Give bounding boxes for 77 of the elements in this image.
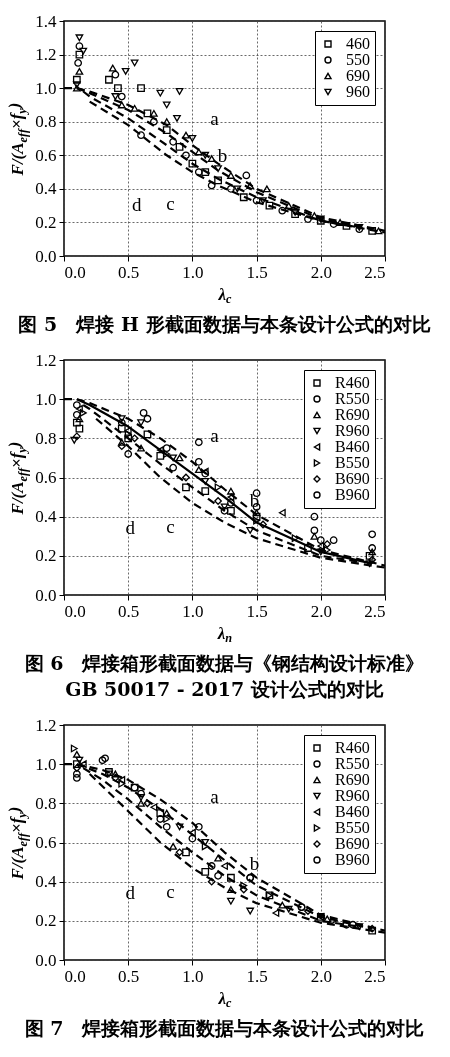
y-tick-label: 0.0 <box>35 950 57 970</box>
annotation: d <box>125 516 136 538</box>
x-tick-label: 0.0 <box>64 262 86 282</box>
x-tick-label: 2.5 <box>364 601 386 621</box>
text: 图 7 焊接箱形截面数据与本条设计公式的对比 <box>24 1017 425 1039</box>
legend-label: R960 <box>335 787 370 804</box>
x-tick-label: 2.0 <box>310 966 332 986</box>
y-tick-label: 0.8 <box>35 428 57 448</box>
y-tick-label: 1.0 <box>35 754 57 774</box>
y-tick-label: 0.4 <box>35 179 57 199</box>
y-tick-label: 0.8 <box>35 112 57 132</box>
legend-label: B550 <box>335 819 370 836</box>
legend-label: R960 <box>335 422 370 439</box>
legend-label: 960 <box>346 83 370 100</box>
legend-label: R550 <box>335 755 370 772</box>
legend-label: B690 <box>335 835 370 852</box>
y-tick-label: 0.4 <box>35 872 57 892</box>
annotation: c <box>166 192 175 214</box>
x-tick-label: 1.5 <box>246 966 268 986</box>
y-tick-label: 0.6 <box>35 145 57 165</box>
x-tick-label: 2.5 <box>364 966 386 986</box>
y-tick-label: 1.2 <box>35 350 57 370</box>
annotation: c <box>166 516 175 538</box>
text: 图 5 焊接 H 形截面数据与本条设计公式的对比 <box>18 313 431 335</box>
annotation: a <box>210 424 220 446</box>
legend-label: B960 <box>335 851 370 868</box>
legend-label: R690 <box>335 406 370 423</box>
y-tick-label: 0.2 <box>35 546 57 566</box>
x-tick-label: 1.5 <box>246 601 268 621</box>
x-axis-title: λ$_{c}$ <box>217 988 233 1011</box>
annotation: b <box>249 853 260 875</box>
x-tick-label: 0.5 <box>118 262 140 282</box>
annotation: c <box>166 881 175 903</box>
x-tick-label: 0.0 <box>64 966 86 986</box>
x-tick-label: 1.0 <box>182 601 204 621</box>
legend-label: R460 <box>335 374 370 391</box>
y-tick-label: 0.8 <box>35 793 57 813</box>
x-tick-label: 2.0 <box>310 262 332 282</box>
x-tick-label: 0.5 <box>118 966 140 986</box>
y-tick-label: 0.6 <box>35 468 57 487</box>
y-tick-label: 1.2 <box>35 715 57 735</box>
y-tick-label: 1.0 <box>35 389 57 409</box>
annotation: d <box>125 881 136 903</box>
annotation: d <box>131 194 142 216</box>
legend-label: 690 <box>346 67 370 84</box>
x-tick-label: 2.5 <box>364 262 386 282</box>
x-tick-label: 1.0 <box>182 262 204 282</box>
x-tick-label: 2.0 <box>310 601 332 621</box>
y-tick-label: 0.4 <box>35 507 57 527</box>
annotation: a <box>210 108 220 130</box>
legend-label: R690 <box>335 771 370 788</box>
x-tick-label: 0.0 <box>64 601 86 621</box>
y-tick-label: 1.2 <box>35 45 57 65</box>
x-axis-title: λ$_{n}$ <box>216 623 233 646</box>
y-tick-label: 0.0 <box>35 246 57 266</box>
y-tick-label: 0.0 <box>35 585 57 605</box>
y-tick-label: 0.2 <box>35 911 57 931</box>
x-tick-label: 1.5 <box>246 262 268 282</box>
y-tick-label: 0.6 <box>35 833 57 852</box>
legend-label: B690 <box>335 470 370 487</box>
legend-label: 460 <box>346 35 370 52</box>
legend-label: R460 <box>335 739 370 756</box>
y-tick-label: 0.2 <box>35 212 57 232</box>
legend-label: B460 <box>335 803 370 820</box>
x-tick-label: 0.5 <box>118 601 140 621</box>
annotation: a <box>210 785 220 807</box>
legend-label: B960 <box>335 486 370 503</box>
legend-label: B550 <box>335 454 370 471</box>
legend-label: B460 <box>335 438 370 455</box>
x-axis-title: λ$_{c}$ <box>217 284 233 307</box>
text: 图 6 焊接箱形截面数据与《钢结构设计标准》 GB 50017 - 2017 设计公式的对比 <box>24 652 425 700</box>
y-tick-label: 1.0 <box>35 78 57 98</box>
y-tick-label: 1.4 <box>35 11 57 31</box>
x-tick-label: 1.0 <box>182 966 204 986</box>
legend-label: R550 <box>335 390 370 407</box>
annotation: b <box>217 144 228 166</box>
legend-label: 550 <box>346 51 370 68</box>
